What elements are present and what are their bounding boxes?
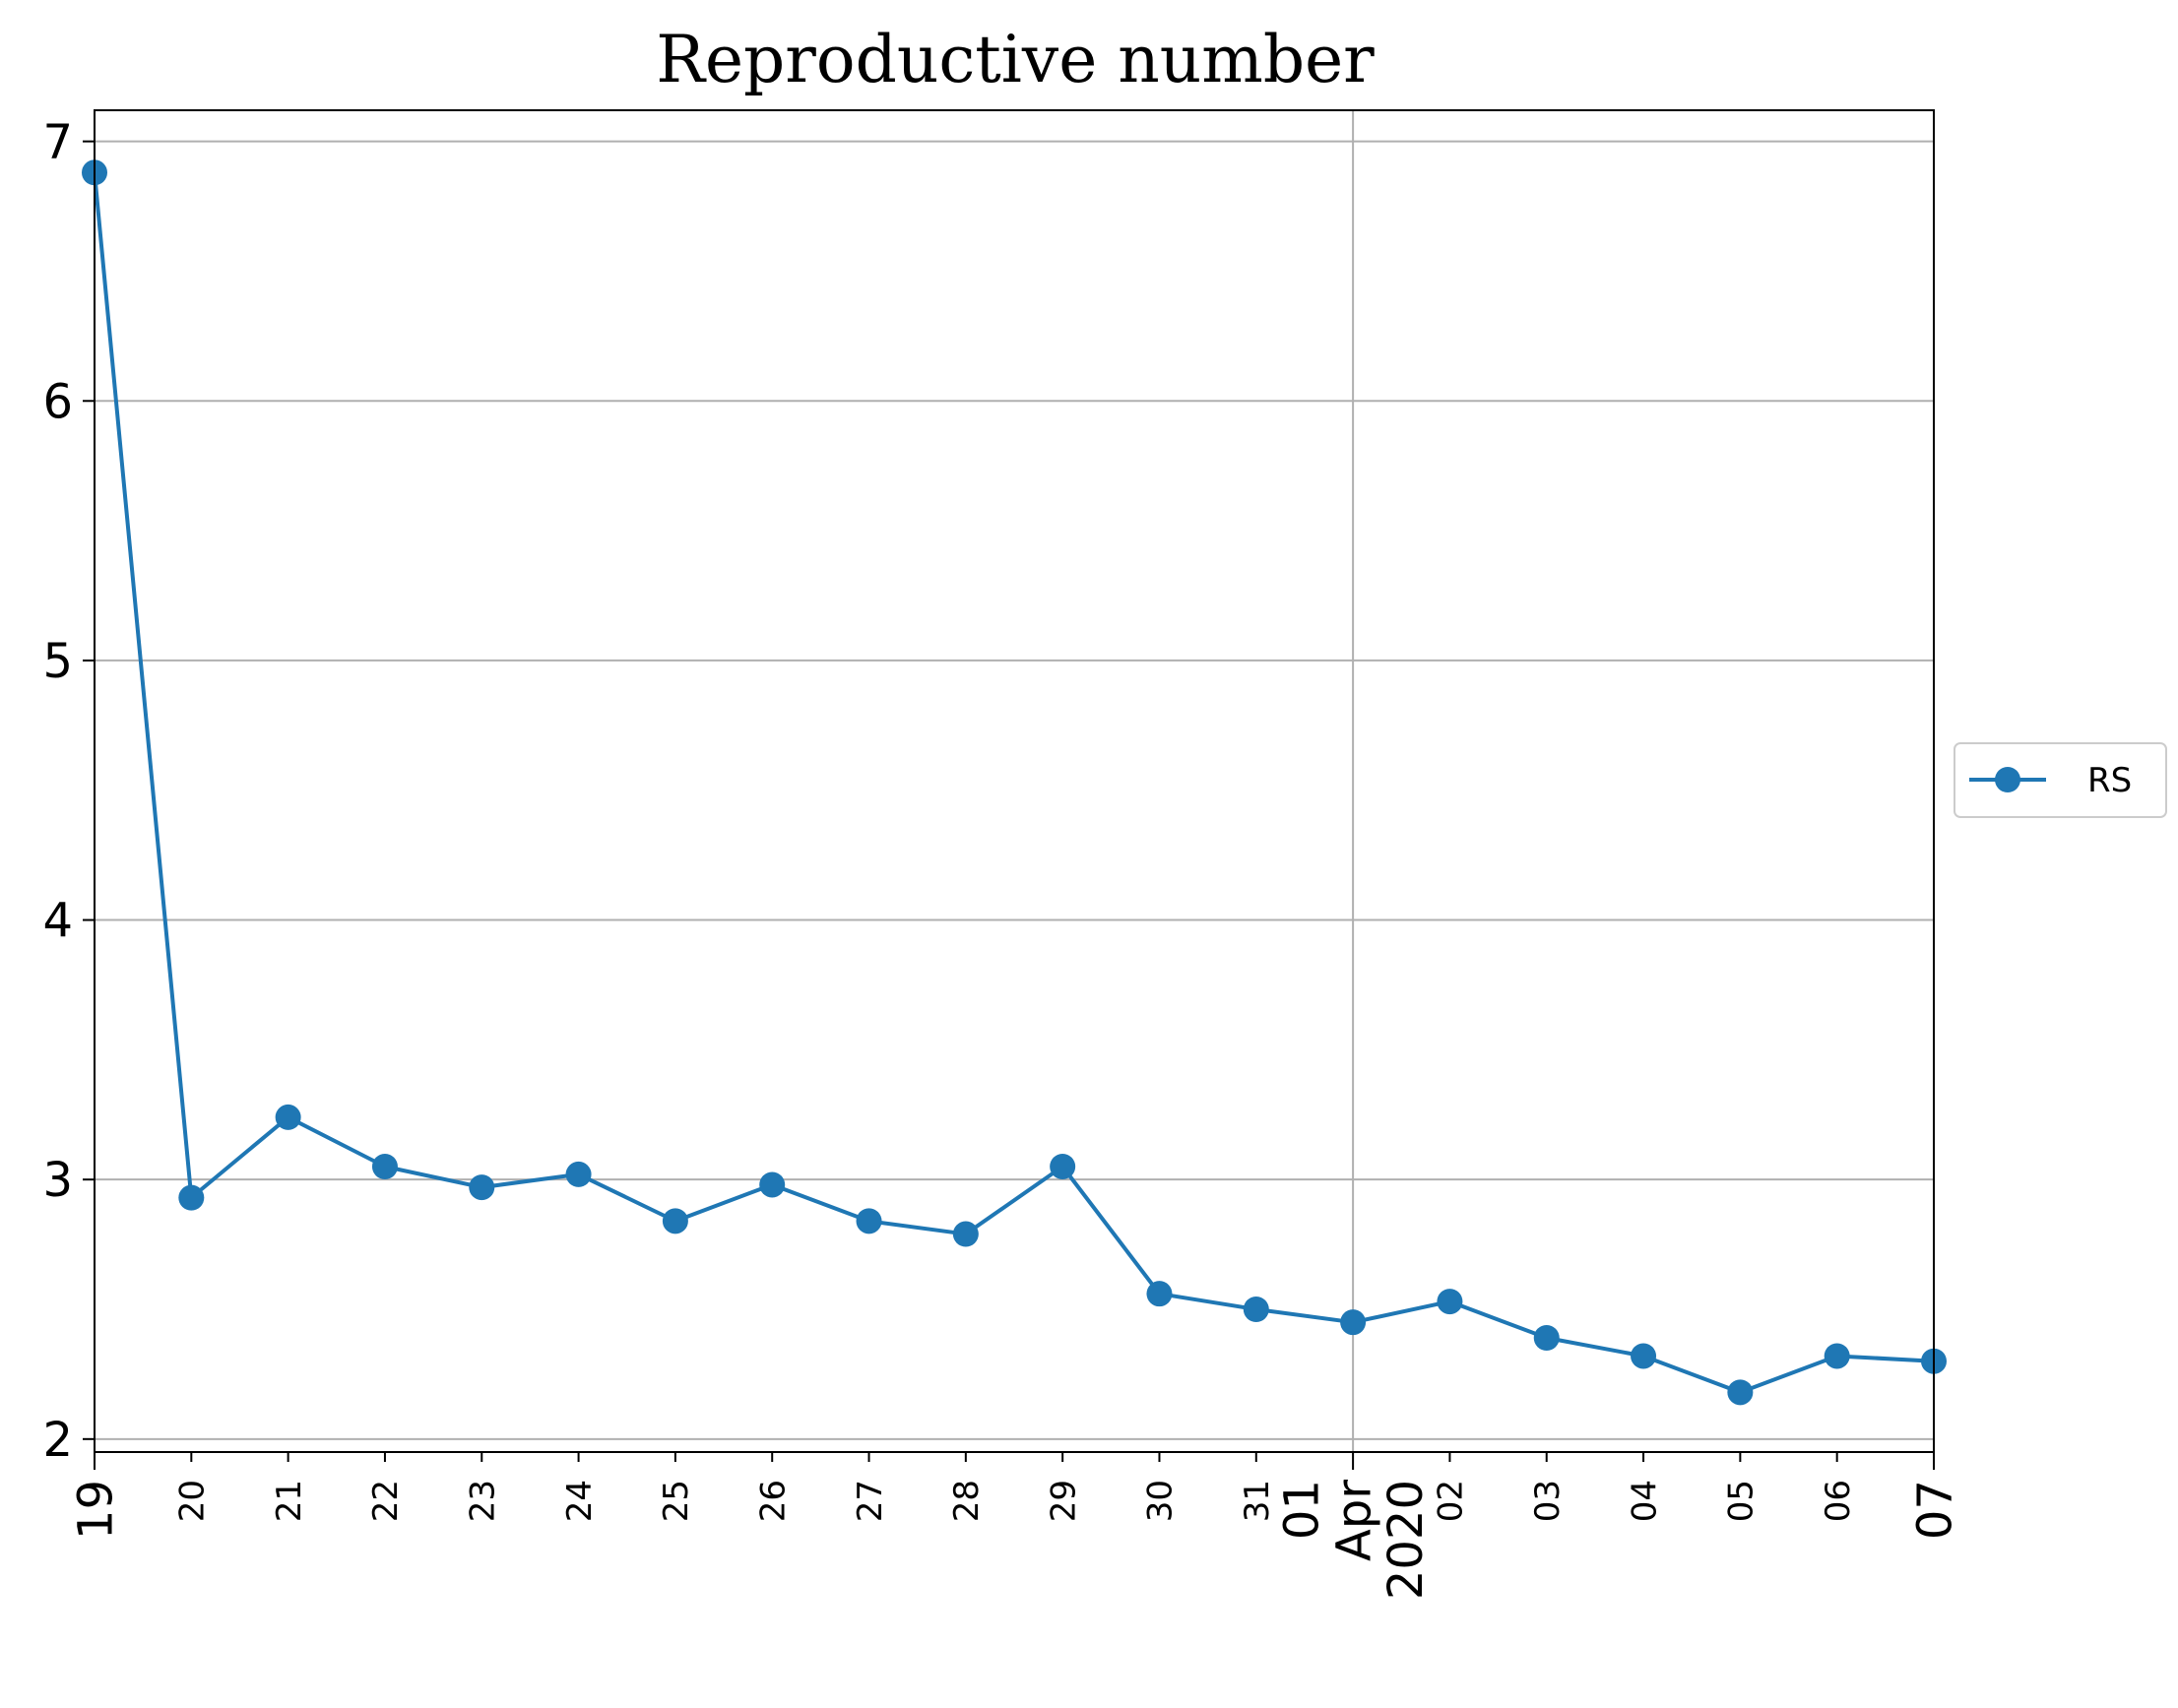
x-tick-label: 29 — [1044, 1480, 1083, 1522]
x-tick-label: 03 — [1528, 1480, 1568, 1522]
y-tick-label: 2 — [42, 1413, 73, 1468]
data-point — [275, 1104, 301, 1130]
y-tick-label: 4 — [42, 894, 73, 949]
x-tick-label-line: 03 — [1528, 1480, 1568, 1522]
x-tick-label: 22 — [366, 1480, 406, 1522]
y-tick-label: 6 — [42, 374, 73, 429]
x-tick-label-line: 21 — [270, 1480, 309, 1522]
x-tick-label: 04 — [1625, 1480, 1664, 1522]
x-tick-label-line: 20 — [173, 1480, 213, 1522]
x-tick-label: 07 — [1907, 1480, 1962, 1540]
data-point — [1727, 1379, 1754, 1406]
plot-frame — [94, 109, 1935, 1453]
data-point — [1146, 1281, 1173, 1307]
x-tick-label-line: 22 — [366, 1480, 406, 1522]
series-layer — [82, 159, 1947, 1406]
y-tick-label: 7 — [42, 115, 73, 170]
grid-lines — [95, 110, 1934, 1452]
data-point — [178, 1184, 205, 1211]
data-point — [1824, 1343, 1850, 1369]
y-tick-label: 3 — [42, 1153, 73, 1208]
x-tick-label-line: 30 — [1141, 1480, 1181, 1522]
legend-box — [1954, 742, 2167, 818]
data-point — [1533, 1325, 1560, 1351]
x-tick-label-line: 19 — [68, 1480, 123, 1540]
x-tick-label-line: 23 — [464, 1480, 503, 1522]
data-point — [1631, 1343, 1657, 1369]
x-tick-label: 24 — [560, 1480, 600, 1522]
x-tick-label-line: 01 — [1275, 1480, 1330, 1540]
x-tick-label: 26 — [753, 1480, 793, 1522]
x-tick-label: 28 — [947, 1480, 987, 1522]
data-point — [856, 1208, 882, 1234]
data-point — [759, 1171, 786, 1198]
data-point — [469, 1174, 495, 1201]
data-point — [952, 1221, 979, 1247]
x-tick-label: 27 — [851, 1480, 890, 1522]
x-tick-label: 21 — [270, 1480, 309, 1522]
x-tick-label-line: 27 — [851, 1480, 890, 1522]
x-tick-label-line: 05 — [1722, 1480, 1762, 1522]
x-tick-label: 23 — [464, 1480, 503, 1522]
x-tick-label-line: 06 — [1819, 1480, 1858, 1522]
data-point — [371, 1154, 398, 1179]
y-tick-label: 5 — [42, 634, 73, 689]
x-tick-label-line: 25 — [657, 1480, 696, 1522]
x-tick-label: 31 — [1238, 1480, 1277, 1522]
x-tick-label-line: 02 — [1432, 1480, 1471, 1522]
chart-title: Reproductive number — [656, 22, 1375, 97]
data-point — [565, 1161, 592, 1187]
legend: RS — [1954, 742, 2167, 818]
x-tick-label-line: 26 — [753, 1480, 793, 1522]
x-tick-label: 05 — [1722, 1480, 1762, 1522]
x-tick-label: 20 — [173, 1480, 213, 1522]
series-line — [93, 172, 1935, 1395]
legend-marker-swatch — [1995, 767, 2020, 792]
data-point — [1340, 1309, 1367, 1336]
x-tick-label-line: 28 — [947, 1480, 987, 1522]
x-tick-label-line: 07 — [1907, 1480, 1962, 1540]
legend-label: RS — [2087, 761, 2132, 800]
x-tick-label-line: 2020 — [1378, 1480, 1434, 1600]
y-axis-ticks: 2 3 4 5 6 7 — [42, 115, 95, 1468]
x-tick-label-line: Apr — [1326, 1480, 1381, 1561]
x-tick-label-line: 24 — [560, 1480, 600, 1522]
x-tick-label: 06 — [1819, 1480, 1858, 1522]
data-point — [1243, 1297, 1269, 1322]
x-tick-label: 25 — [657, 1480, 696, 1522]
x-tick-label-line: 04 — [1625, 1480, 1664, 1522]
data-point — [662, 1208, 688, 1234]
data-point — [1050, 1154, 1076, 1179]
x-tick-label-line: 29 — [1044, 1480, 1083, 1522]
data-point — [1437, 1289, 1463, 1315]
x-tick-label-line: 31 — [1238, 1480, 1277, 1522]
x-tick-label: 02 — [1432, 1480, 1471, 1522]
x-tick-label: 19 — [68, 1480, 123, 1540]
x-tick-label: 30 — [1141, 1480, 1181, 1522]
